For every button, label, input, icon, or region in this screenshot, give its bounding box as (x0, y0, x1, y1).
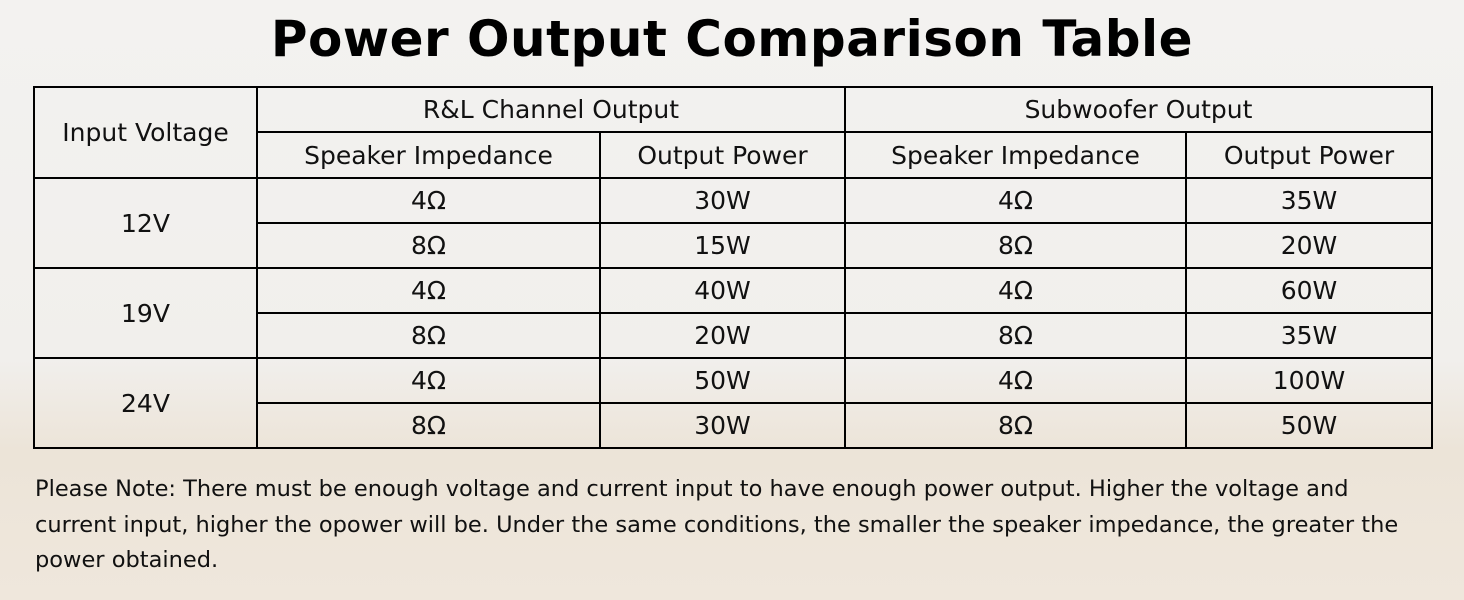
value-cell: 4Ω (256, 357, 601, 404)
voltage-cell: 12V (33, 177, 258, 269)
value-cell: 4Ω (844, 177, 1187, 224)
table-row: 12V 4Ω 30W 4Ω 35W (33, 177, 1433, 269)
value-cell: 4Ω (256, 267, 601, 314)
value-cell: 4Ω (844, 357, 1187, 404)
table-row: Input Voltage R&L Channel Output Subwoofer… (33, 86, 1433, 179)
voltage-cell: 19V (33, 267, 258, 359)
column-header: Speaker Impedance (844, 131, 1187, 179)
value-cell: 15W (599, 222, 846, 269)
value-cell: 8Ω (256, 312, 601, 359)
value-cell: 50W (599, 357, 846, 404)
value-cell: 40W (599, 267, 846, 314)
table-row: Speaker Impedance Output Power Speaker Imp… (34, 131, 1433, 179)
value-cell: 20W (1185, 222, 1433, 269)
value-cell: 8Ω (256, 402, 601, 449)
table-row: 24V 4Ω 50W 4Ω 100W (33, 357, 1433, 449)
group-header: Subwoofer Output (844, 86, 1433, 133)
table-row: 8Ω 20W 8Ω 35W (34, 312, 1433, 359)
note: Please Note: There must be enough voltag… (35, 476, 1399, 573)
title: Power Output Comparison Table (270, 10, 1194, 68)
column-header: Output Power (599, 131, 846, 179)
value-cell: 8Ω (844, 312, 1187, 359)
value-cell: 30W (599, 177, 846, 224)
column-header: Output Power (1185, 131, 1433, 179)
value-cell: 8Ω (844, 222, 1187, 269)
comparison-table: Input Voltage R&L Channel Output Subwoofer… (33, 86, 1433, 449)
value-cell: 35W (1185, 312, 1433, 359)
header-cell: Input Voltage (33, 86, 258, 179)
value-cell: 8Ω (256, 222, 601, 269)
value-cell: 20W (599, 312, 846, 359)
value-cell: 8Ω (844, 402, 1187, 449)
table-row: 19V 4Ω 40W 4Ω 60W (33, 267, 1433, 359)
table-row: 8Ω 15W 8Ω 20W (34, 222, 1433, 269)
value-cell: 35W (1185, 177, 1433, 224)
value-cell: 60W (1185, 267, 1433, 314)
voltage-cell: 24V (33, 357, 258, 449)
group-header: R&L Channel Output (256, 86, 846, 133)
table-row: 8Ω 30W 8Ω 50W (34, 402, 1433, 449)
value-cell: 100W (1185, 357, 1433, 404)
column-header: Speaker Impedance (256, 131, 601, 179)
value-cell: 50W (1185, 402, 1433, 449)
value-cell: 4Ω (256, 177, 601, 224)
value-cell: 30W (599, 402, 846, 449)
value-cell: 4Ω (844, 267, 1187, 314)
